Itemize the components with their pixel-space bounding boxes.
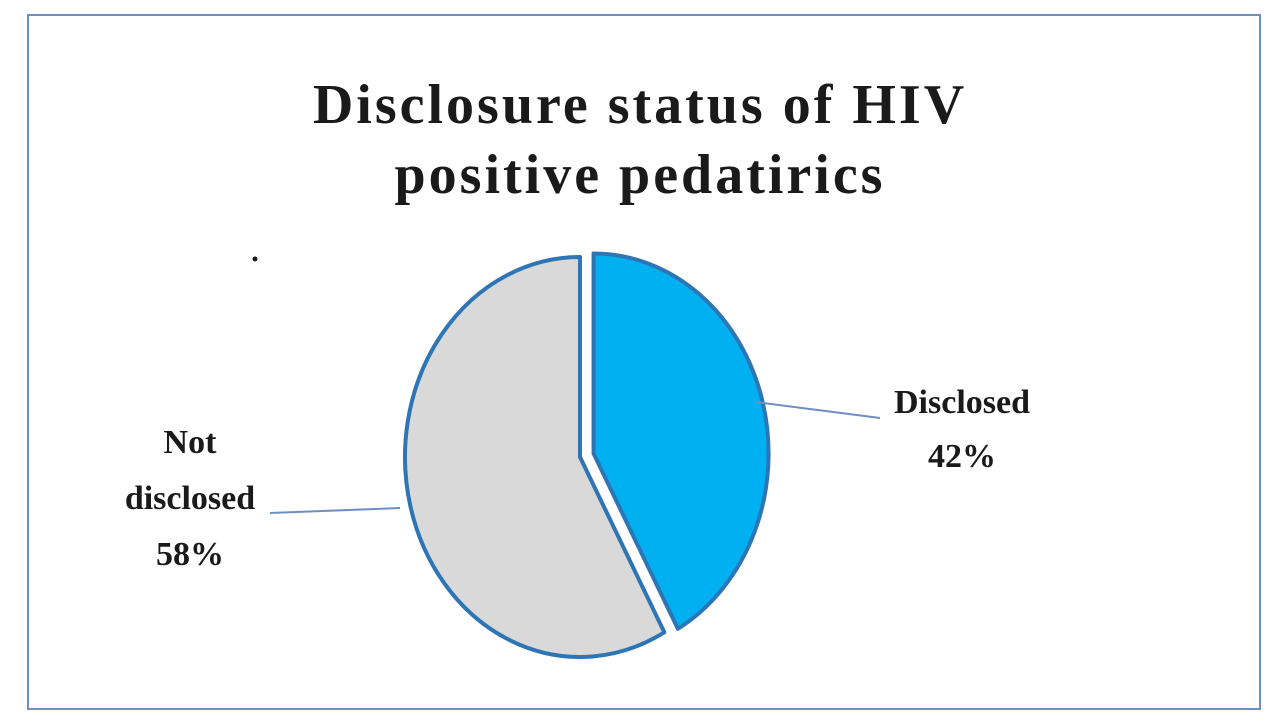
chart-title: Disclosure status of HIV positive pedati… <box>0 70 1280 210</box>
leader-line-disclosed <box>754 401 881 419</box>
value-label-disclosed: 42% <box>928 438 996 475</box>
pie-slice-not-disclosed <box>403 255 667 659</box>
label-not-disclosed-line-2: disclosed <box>125 480 255 517</box>
label-disclosed: Disclosed <box>894 384 1030 421</box>
value-label-not-disclosed: 58% <box>156 536 224 573</box>
chart-title-line-2: positive pedatirics <box>394 144 886 206</box>
label-not-disclosed-line-1: Not <box>164 424 218 461</box>
stray-dot <box>252 256 258 262</box>
chart-title-line-1: Disclosure status of HIV <box>312 74 968 136</box>
leader-line-not-disclosed <box>269 507 401 514</box>
pie-slices <box>403 251 771 659</box>
